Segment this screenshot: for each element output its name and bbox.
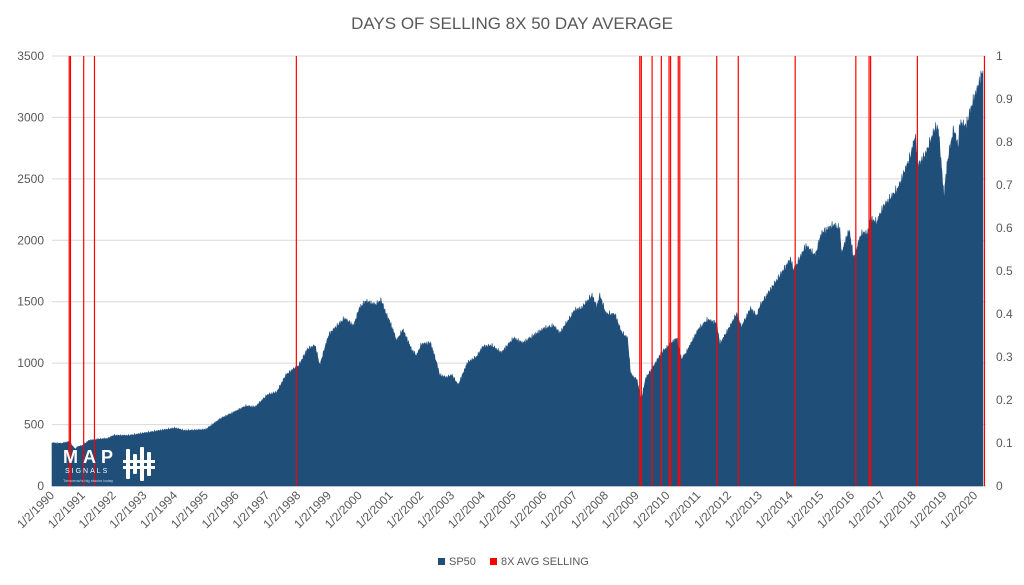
y-axis-right: 0 0.1 0.2 0.3 0.4 0.5 0.6 0.7 0.8 0.9 1 (996, 49, 1013, 493)
map-signals-logo: MAP SIGNALS Tomorrow's big stocks today (63, 447, 155, 483)
legend-label-selling: 8X AVG SELLING (501, 556, 589, 568)
y2-tick-label: 1 (996, 49, 1003, 63)
legend-swatch-selling (490, 558, 497, 565)
series-area-sp50 (51, 70, 984, 487)
y-tick-label: 2000 (17, 233, 44, 247)
y2-tick-label: 0.8 (996, 135, 1013, 149)
y2-tick-label: 0.2 (996, 393, 1013, 407)
y2-tick-label: 0.3 (996, 350, 1013, 364)
y2-tick-label: 0.7 (996, 178, 1013, 192)
y2-tick-label: 0.4 (996, 307, 1013, 321)
logo-tagline: Tomorrow's big stocks today (63, 478, 113, 483)
chart-title: DAYS OF SELLING 8X 50 DAY AVERAGE (351, 14, 673, 33)
y-tick-label: 500 (24, 418, 44, 432)
logo-name: MAP (63, 447, 118, 467)
y2-tick-label: 0.6 (996, 221, 1013, 235)
legend-swatch-sp50 (438, 558, 445, 565)
event-layer (68, 56, 986, 486)
legend: SP50 8X AVG SELLING (438, 556, 589, 568)
y-tick-label: 0 (37, 479, 44, 493)
y2-tick-label: 0.5 (996, 264, 1013, 278)
y-tick-label: 2500 (17, 172, 44, 186)
y-tick-label: 3500 (17, 49, 44, 63)
legend-label-sp50: SP50 (449, 556, 476, 568)
x-axis: 1/2/19901/2/19911/2/19921/2/19931/2/1994… (14, 488, 980, 531)
y-tick-label: 3000 (17, 110, 44, 124)
logo-sub: SIGNALS (65, 468, 109, 475)
area-layer (51, 70, 984, 487)
y2-tick-label: 0 (996, 479, 1003, 493)
y-axis-left: 0 500 1000 1500 2000 2500 3000 3500 (17, 49, 44, 493)
y-tick-label: 1500 (17, 295, 44, 309)
y2-tick-label: 0.1 (996, 436, 1013, 450)
y-tick-label: 1000 (17, 356, 44, 370)
logo-mark-icon (123, 447, 155, 481)
y2-tick-label: 0.9 (996, 92, 1013, 106)
